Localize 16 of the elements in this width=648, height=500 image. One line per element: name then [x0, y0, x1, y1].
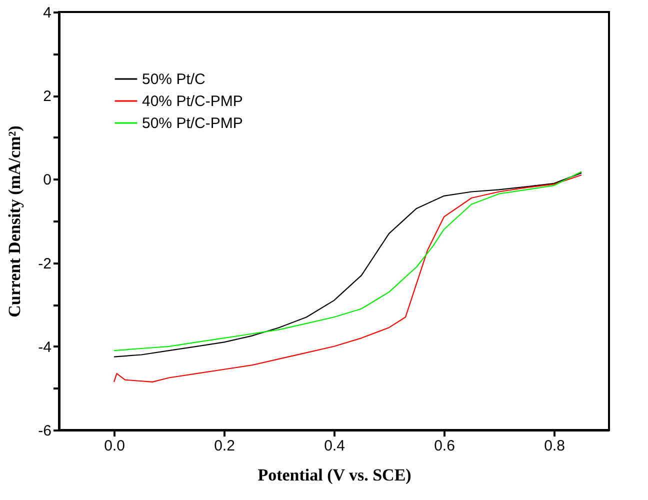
y-tick-label: 0 [43, 172, 52, 189]
y-axis-title: Current Density (mA/cm²) [5, 126, 24, 318]
x-tick-label: 0.6 [434, 438, 455, 454]
y-tick-label: -6 [38, 422, 52, 440]
y-tick-label: 2 [43, 88, 52, 106]
x-tick-label: 0.8 [544, 438, 565, 454]
legend-label: 50% Pt/C-PMP [142, 115, 243, 132]
legend-label: 50% Pt/C [142, 71, 206, 88]
x-tick-label: 0.4 [324, 438, 345, 454]
y-tick-label: 4 [43, 4, 52, 22]
y-tick-label: -2 [38, 255, 52, 272]
x-tick-label: 0.2 [214, 438, 235, 454]
y-tick-label: -4 [38, 338, 52, 356]
x-axis-title: Potential (V vs. SCE) [258, 466, 412, 484]
legend-label: 40% Pt/C-PMP [142, 93, 243, 110]
x-tick-label: 0.0 [104, 438, 125, 454]
